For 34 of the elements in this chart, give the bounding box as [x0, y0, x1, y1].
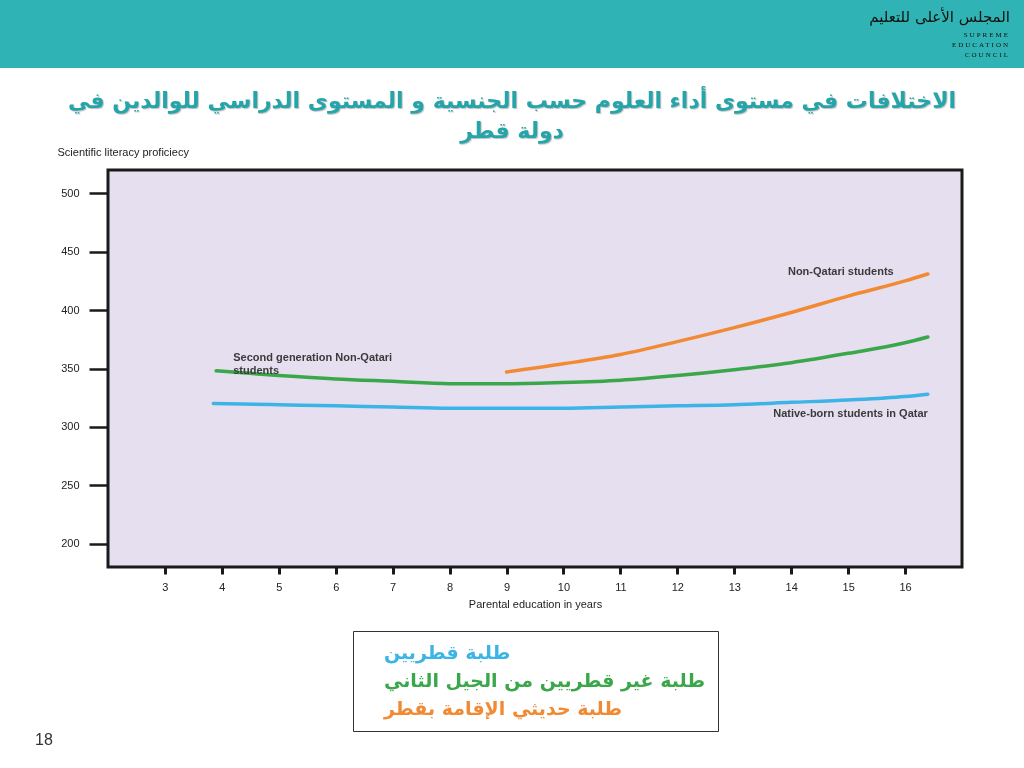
x-tick-label: 16: [899, 580, 912, 593]
y-tick-label: 200: [61, 537, 80, 550]
y-tick-label: 450: [61, 245, 80, 258]
y-tick-label: 400: [61, 303, 80, 316]
x-tick-label: 4: [219, 580, 226, 593]
chart-title: الاختلافات في مستوى أداء العلوم حسب الجنسية و المستوى الدراسي للوالدين في دولة قطر: [66, 86, 958, 146]
text: المجلس الأعلى للتعليم: [869, 8, 1010, 26]
line-series: [214, 335, 930, 386]
x-tick-label: 15: [842, 580, 855, 593]
x-tick-label: 14: [785, 580, 798, 593]
text: طلبة غير قطريين من الجيل الثاني: [384, 668, 706, 692]
text: طلبة قطريين: [384, 640, 511, 664]
x-tick-label: 5: [276, 580, 283, 593]
x-tick-label: 11: [615, 580, 627, 593]
y-tick-label: 350: [61, 362, 80, 374]
x-tick-label: 12: [671, 580, 684, 593]
x-tick-label: 8: [447, 580, 454, 593]
x-axis-title: Parental education in years: [468, 597, 603, 610]
y-tick-label: 250: [61, 478, 80, 491]
x-tick-label: 7: [390, 580, 397, 593]
annotation: Native-born students in Qatar: [773, 407, 929, 420]
line-series: [211, 392, 930, 410]
x-tick-label: 6: [333, 580, 340, 593]
text: 18: [35, 731, 53, 749]
x-tick-label: 3: [162, 580, 169, 593]
annotation: Second generation Non-Qatari students: [233, 351, 393, 376]
annotation: Non-Qatari students: [787, 264, 894, 277]
x-tick-label: 10: [557, 580, 571, 593]
y-tick-label: 300: [61, 420, 80, 433]
y-axis-title: Scientific literacy proficiecy: [57, 145, 190, 158]
y-tick-label: 500: [61, 186, 80, 199]
x-tick-label: 13: [728, 580, 741, 593]
x-tick-label: 9: [503, 580, 511, 593]
text: طلبة حديثي الإقامة بقطر: [383, 696, 623, 720]
